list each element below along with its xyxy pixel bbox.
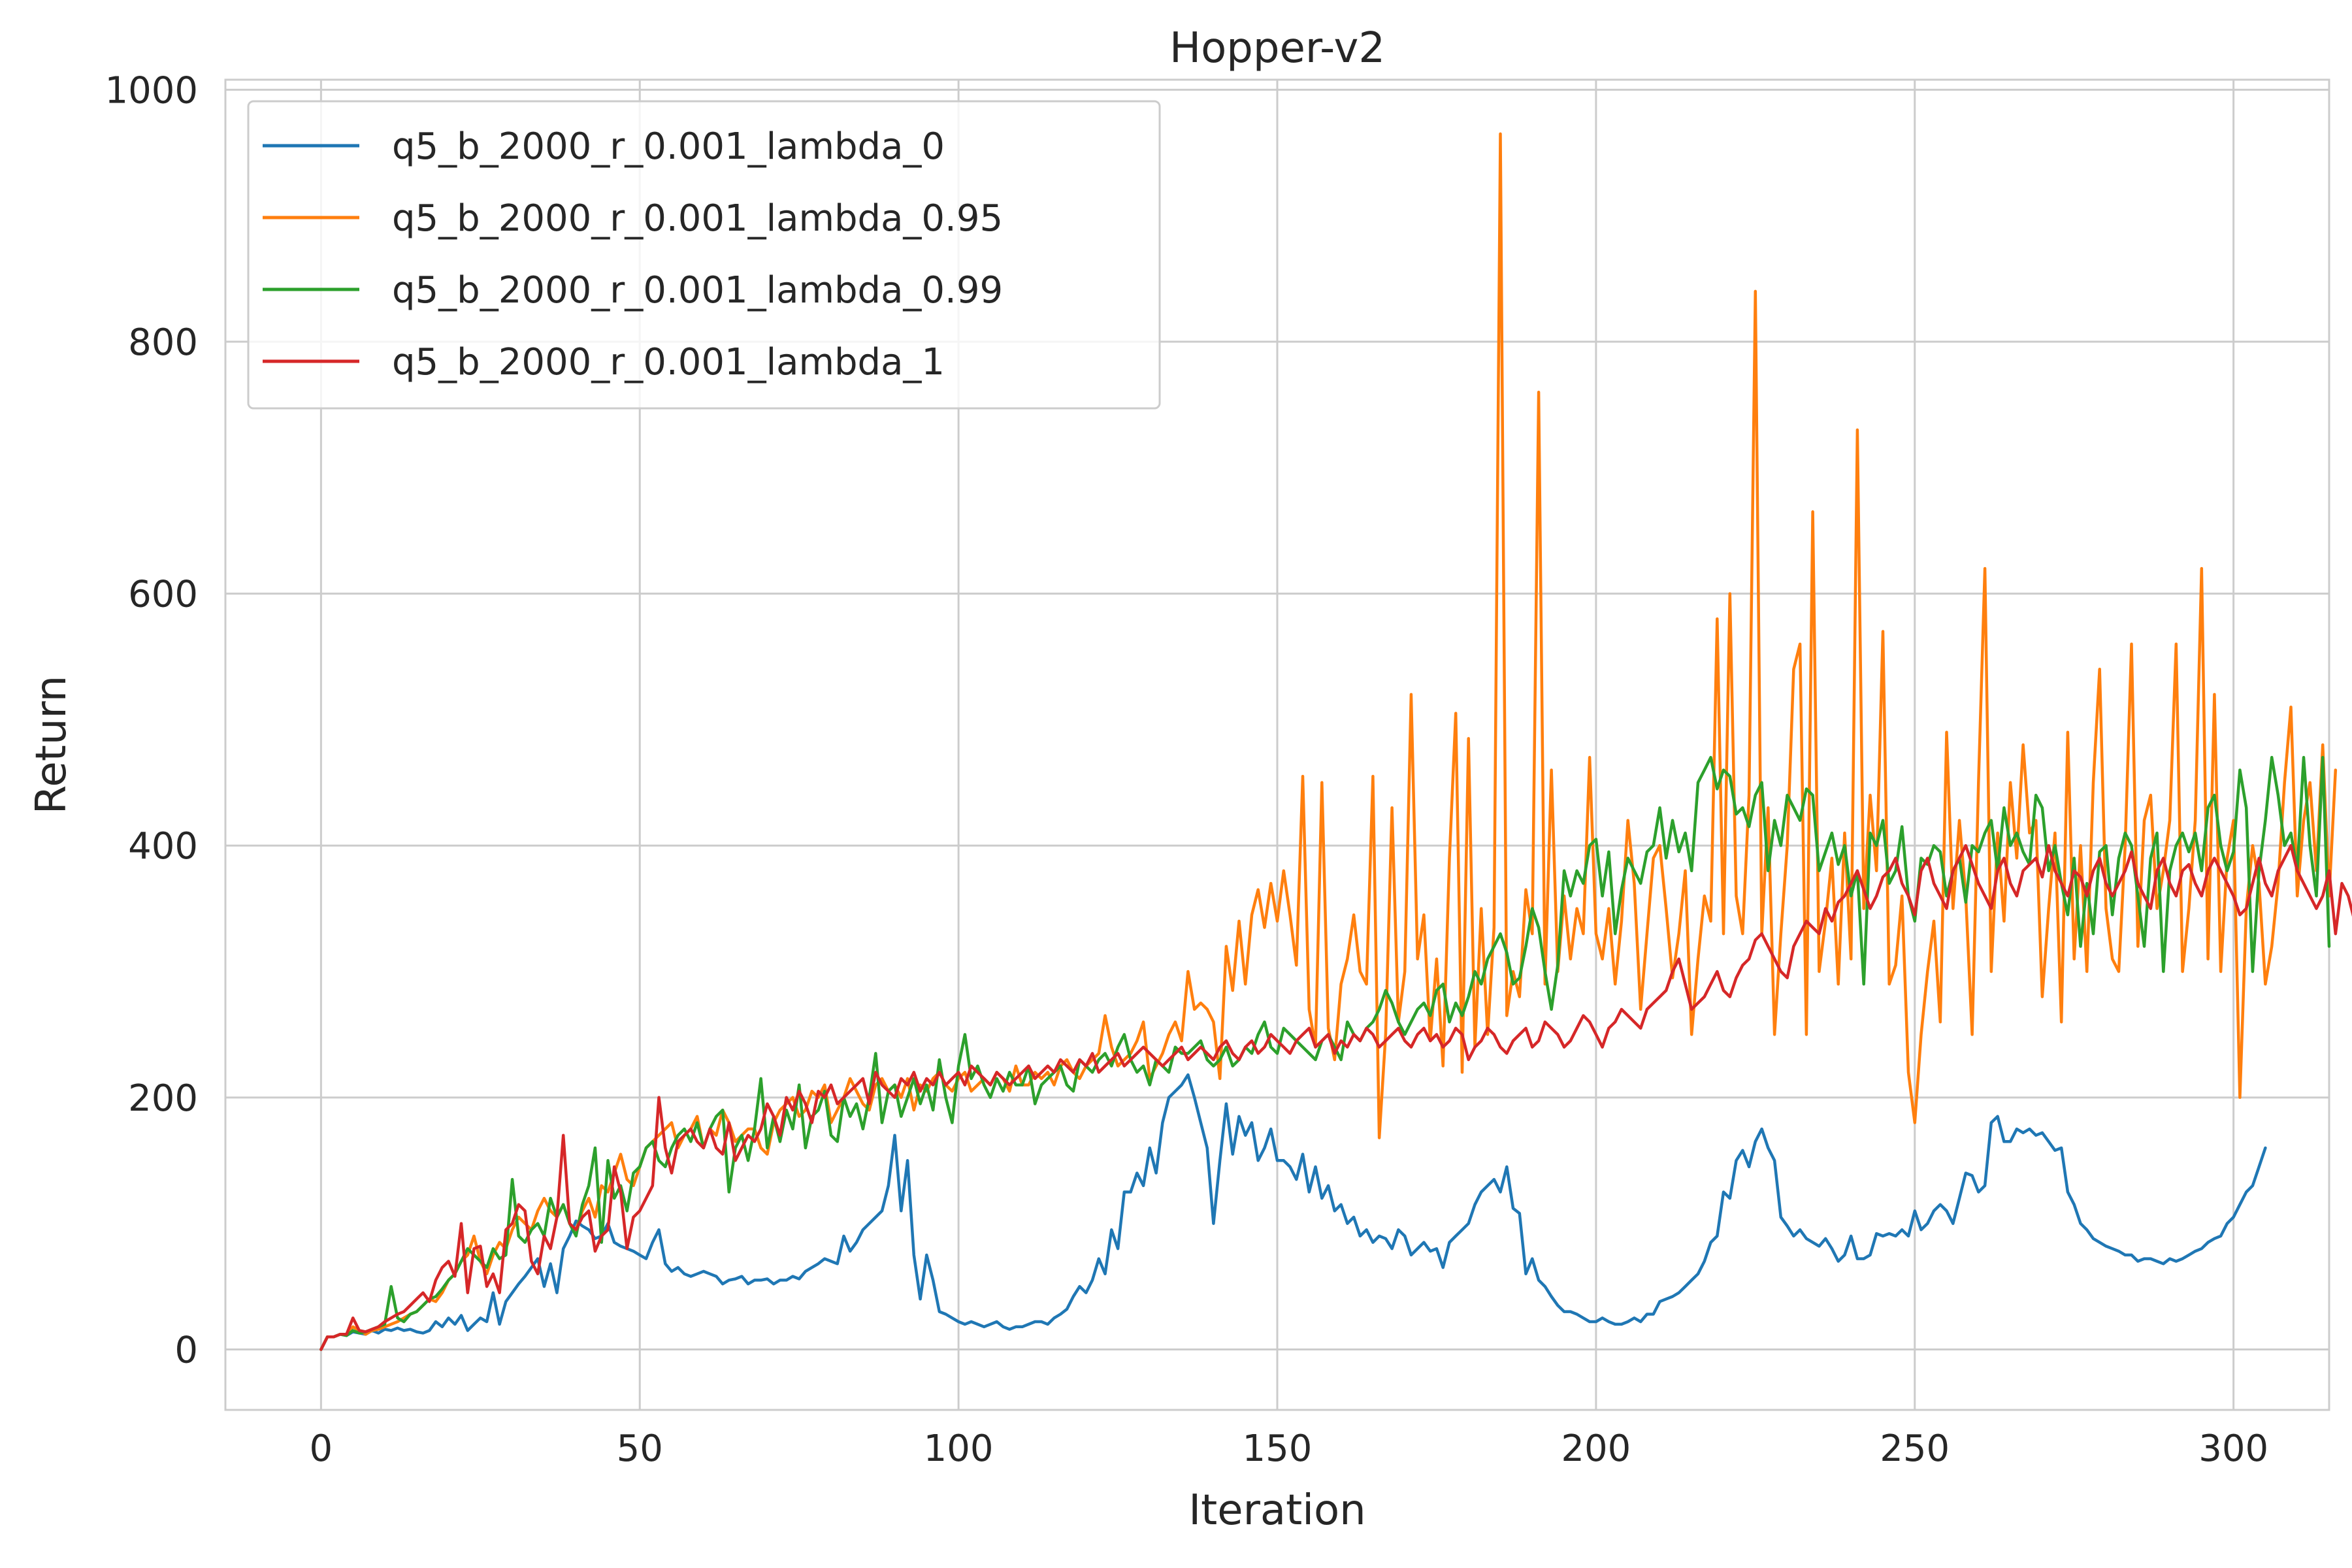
x-tick-label: 0	[310, 1428, 333, 1470]
x-tick-label: 50	[617, 1428, 663, 1470]
y-tick-label: 0	[174, 1329, 198, 1371]
y-axis-title: Return	[27, 676, 76, 814]
y-tick-label: 600	[128, 574, 198, 616]
y-tick-label: 800	[128, 321, 198, 364]
x-axis-title: Iteration	[1188, 1486, 1365, 1535]
legend-label: q5_b_2000_r_0.001_lambda_0.95	[392, 197, 1003, 240]
chart-title: Hopper-v2	[1169, 24, 1385, 73]
plot-area-frame	[224, 78, 2330, 1411]
y-tick-label: 200	[128, 1077, 198, 1120]
series-line-0	[319, 1073, 2267, 1351]
legend-label: q5_b_2000_r_0.001_lambda_0.99	[392, 269, 1003, 312]
legend: q5_b_2000_r_0.001_lambda_0 q5_b_2000_r_0.…	[247, 100, 1161, 410]
x-tick-label: 200	[1561, 1428, 1631, 1470]
tick-labels: 0 50 100 150 200 250 300 0 200 400 600 800 1000	[105, 69, 2268, 1470]
x-tick-label: 300	[2198, 1428, 2268, 1470]
legend-box	[247, 100, 1161, 410]
y-tick-label: 1000	[105, 69, 198, 112]
series-lines	[319, 132, 2352, 1351]
y-tick-label: 400	[128, 825, 198, 868]
x-tick-label: 100	[924, 1428, 994, 1470]
legend-label: q5_b_2000_r_0.001_lambda_1	[392, 341, 945, 384]
x-tick-label: 250	[1880, 1428, 1950, 1470]
series-line-3	[319, 843, 2352, 1351]
legend-label: q5_b_2000_r_0.001_lambda_0	[392, 125, 945, 168]
x-tick-label: 150	[1243, 1428, 1313, 1470]
